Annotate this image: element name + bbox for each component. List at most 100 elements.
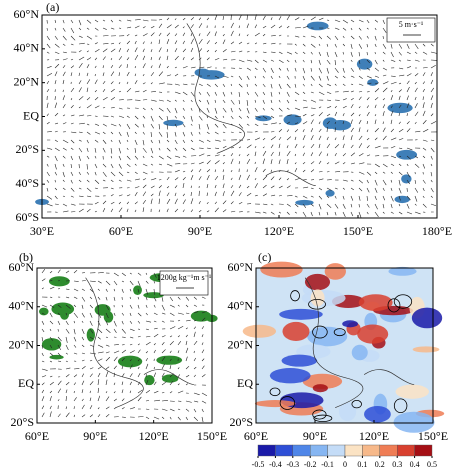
wind-vector: [185, 416, 188, 421]
wind-vector: [110, 194, 114, 197]
wind-vector: [174, 107, 178, 114]
wind-vector: [230, 91, 233, 95]
wind-vector: [86, 27, 90, 30]
wind-vector: [390, 95, 394, 101]
wind-vector: [153, 312, 158, 315]
wind-vector: [81, 344, 85, 348]
wind-vector: [166, 17, 170, 21]
wind-vector: [406, 80, 410, 85]
wind-vector: [185, 312, 190, 315]
wind-vector: [49, 328, 52, 332]
wind-vector: [49, 344, 53, 349]
wind-vector: [334, 144, 340, 149]
wind-vector: [169, 358, 172, 362]
wind-vector: [142, 99, 148, 101]
wind-vector: [222, 33, 225, 37]
wind-vector: [110, 27, 115, 30]
wind-vector: [134, 147, 136, 153]
wind-vector: [262, 158, 265, 165]
wind-vector: [398, 203, 401, 207]
wind-vector: [166, 176, 170, 181]
wind-vector: [137, 320, 141, 324]
wind-vector: [190, 57, 195, 61]
wind-vector: [366, 137, 370, 141]
wind-vector: [41, 312, 45, 315]
wind-vector: [86, 97, 91, 101]
wind-vector: [414, 179, 417, 184]
wind-vector: [102, 65, 104, 69]
wind-vector: [57, 352, 62, 357]
wind-vector: [350, 127, 354, 133]
wind-vector: [129, 320, 133, 324]
wind-vector: [142, 139, 145, 146]
wind-vector: [46, 155, 50, 158]
wind-vector: [382, 74, 387, 77]
wind-vector: [78, 96, 84, 101]
wind-vector: [105, 328, 111, 333]
wind-vector: [158, 209, 161, 213]
wind-vector: [153, 304, 156, 308]
wind-vector: [57, 388, 62, 394]
wind-vector: [294, 59, 297, 63]
wind-vector: [414, 111, 419, 117]
wind-vector: [62, 114, 66, 117]
wind-vector: [145, 280, 149, 284]
wind-vector: [62, 171, 65, 178]
wind-vector: [270, 42, 276, 45]
wind-vector: [374, 145, 381, 149]
wind-vector: [214, 169, 217, 173]
wind-vector: [70, 104, 74, 109]
wind-vector: [126, 163, 131, 168]
wind-vector: [49, 381, 54, 386]
wind-vector: [326, 51, 329, 58]
wind-vector: [230, 169, 233, 173]
wind-vector: [302, 203, 307, 208]
wind-vector: [222, 183, 225, 189]
wind-vector: [137, 272, 142, 276]
wind-vector: [97, 296, 101, 300]
wind-vector: [134, 115, 139, 120]
wind-vector: [145, 357, 148, 362]
wind-vector: [46, 102, 49, 109]
wind-vector: [302, 35, 306, 38]
wind-vector: [278, 91, 281, 95]
wind-vector: [414, 121, 417, 125]
wind-vector: [62, 71, 66, 77]
wind-vector: [185, 347, 189, 354]
wind-vector: [342, 90, 349, 93]
wind-vector: [382, 98, 386, 101]
wind-vector: [105, 288, 108, 292]
wind-vector: [113, 382, 116, 386]
shaded-region: [48, 276, 70, 287]
wind-vector: [206, 169, 211, 173]
wind-vector: [302, 134, 306, 141]
wind-vector: [198, 161, 204, 165]
wind-vector: [113, 356, 118, 362]
wind-vector: [262, 75, 265, 79]
wind-vector: [310, 128, 314, 133]
wind-vector: [318, 106, 322, 109]
wind-vector: [110, 201, 115, 205]
colorbar-label: 0.2: [375, 460, 385, 469]
wind-vector: [182, 147, 187, 152]
y-tick-label: 20°S: [230, 415, 253, 429]
wind-vector: [118, 194, 123, 197]
wind-vector: [294, 51, 298, 55]
wind-vector: [390, 59, 396, 62]
wind-vector: [326, 121, 330, 125]
wind-vector: [102, 80, 106, 85]
wind-vector: [105, 280, 111, 286]
wind-vector: [169, 391, 173, 394]
wind-vector: [102, 27, 107, 30]
wind-vector: [54, 195, 58, 200]
wind-vector: [222, 58, 228, 61]
wind-vector: [73, 391, 75, 394]
wind-vector: [182, 26, 185, 29]
wind-vector: [366, 43, 368, 48]
wind-vector: [366, 97, 370, 101]
wind-vector: [222, 39, 226, 45]
wind-vector: [81, 398, 84, 402]
wind-vector: [318, 178, 324, 181]
colorbar-cell: [275, 444, 293, 457]
wind-vector: [294, 167, 298, 173]
